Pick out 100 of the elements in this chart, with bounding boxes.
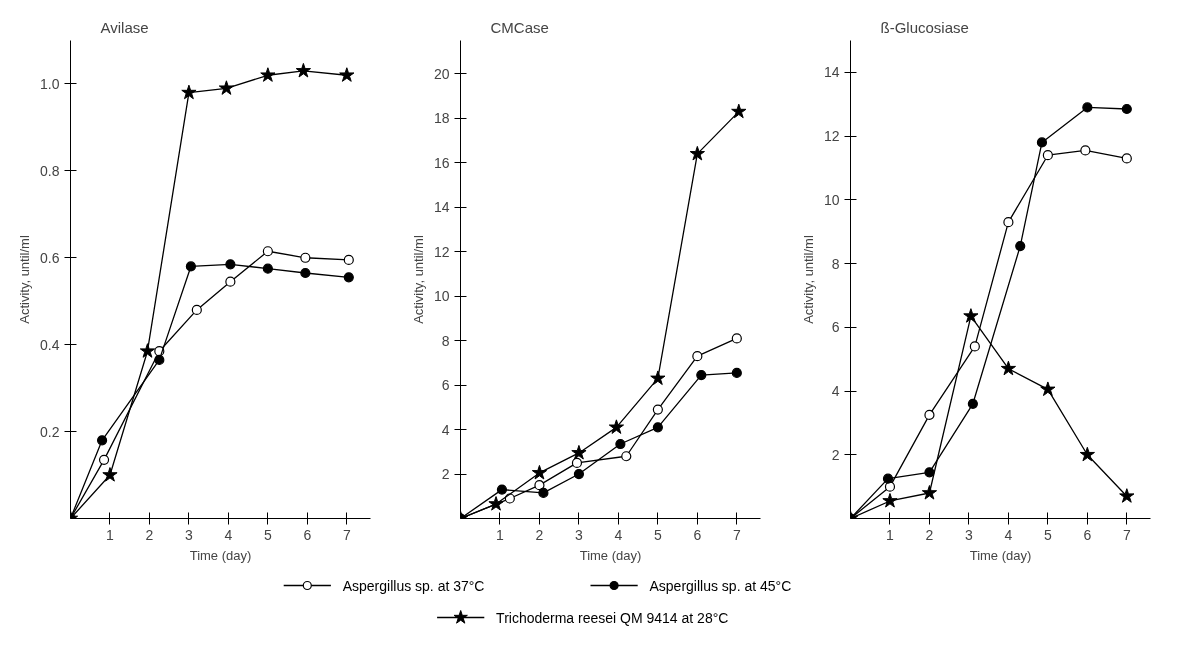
y-tick-label: 2 xyxy=(831,446,840,463)
x-tick-label: 7 xyxy=(1122,526,1131,543)
x-tick-label: 7 xyxy=(342,526,351,543)
point xyxy=(1082,102,1093,113)
point xyxy=(621,451,632,462)
point xyxy=(225,276,236,287)
point xyxy=(496,484,508,495)
y-tick-label: 0.4 xyxy=(40,336,60,353)
point xyxy=(1080,145,1091,156)
y-tick-label: 12 xyxy=(433,243,450,260)
y-tick-label: 4 xyxy=(831,383,840,400)
y-tick-label: 14 xyxy=(433,199,450,216)
x-tick-label: 3 xyxy=(575,526,584,543)
point xyxy=(191,304,202,316)
point xyxy=(339,67,355,82)
point xyxy=(969,341,980,352)
legend-label: Trichoderma reesei QM 9414 at 28°C xyxy=(496,609,729,626)
x-tick-label: 3 xyxy=(965,526,974,543)
point xyxy=(139,343,156,358)
point xyxy=(731,333,742,344)
point xyxy=(571,444,587,460)
x-tick-label: 5 xyxy=(263,526,272,543)
y-tick-label: 2 xyxy=(441,466,450,483)
y-tick-label: 8 xyxy=(441,332,450,349)
point xyxy=(531,464,548,480)
point xyxy=(608,419,625,434)
y-tick-label: 6 xyxy=(441,377,450,394)
y-tick-label: 20 xyxy=(433,65,450,82)
point xyxy=(1000,360,1017,376)
x-tick-label: 6 xyxy=(303,526,312,543)
x-tick-label: 5 xyxy=(1043,526,1052,543)
legend-label: Aspergillus sp. at 45°C xyxy=(649,577,792,594)
point xyxy=(260,67,276,82)
point xyxy=(924,409,935,421)
point xyxy=(615,438,626,450)
point xyxy=(1121,103,1132,115)
x-tick-label: 6 xyxy=(693,526,702,543)
y-axis-title: Activity, until/ml xyxy=(800,235,816,324)
point xyxy=(218,80,235,95)
x-tick-label: 3 xyxy=(185,526,194,543)
point xyxy=(689,145,705,161)
chart-title: Avilase xyxy=(100,18,149,36)
point xyxy=(573,468,585,480)
x-tick-label: 2 xyxy=(925,526,934,543)
point xyxy=(1119,488,1135,503)
point xyxy=(963,308,979,323)
point xyxy=(96,435,108,446)
x-tick-label: 4 xyxy=(614,526,623,543)
y-tick-label: 8 xyxy=(831,255,840,272)
x-tick-label: 4 xyxy=(1004,526,1013,543)
point xyxy=(295,62,312,78)
point xyxy=(343,254,354,266)
point xyxy=(225,259,236,270)
point xyxy=(262,263,273,274)
point xyxy=(262,246,273,257)
point xyxy=(882,492,898,508)
x-tick-label: 1 xyxy=(886,526,895,543)
chart-title: CMCase xyxy=(490,18,549,36)
x-tick-label: 2 xyxy=(145,526,154,543)
point xyxy=(731,103,747,119)
point xyxy=(652,404,663,415)
point xyxy=(696,370,707,381)
x-tick-label: 5 xyxy=(653,526,662,543)
point xyxy=(185,261,196,272)
x-tick-label: 2 xyxy=(535,526,544,543)
y-tick-label: 10 xyxy=(433,288,450,305)
point xyxy=(1015,240,1026,252)
point xyxy=(924,467,935,478)
x-tick-label: 1 xyxy=(106,526,115,543)
point xyxy=(692,351,703,362)
point xyxy=(571,457,583,469)
y-tick-label: 0.6 xyxy=(40,249,60,266)
x-tick-label: 1 xyxy=(496,526,505,543)
point xyxy=(967,398,978,409)
y-tick-label: 1.0 xyxy=(40,75,60,92)
y-axis-title: Activity, until/ml xyxy=(410,235,426,324)
y-tick-label: 0.8 xyxy=(40,162,60,179)
point xyxy=(102,467,118,482)
y-tick-label: 4 xyxy=(441,421,450,438)
point xyxy=(1042,150,1053,161)
point xyxy=(534,480,545,491)
point xyxy=(921,485,938,500)
y-tick-label: 6 xyxy=(831,319,840,336)
point xyxy=(652,422,663,433)
point xyxy=(181,84,197,100)
point xyxy=(1079,446,1095,462)
x-tick-label: 4 xyxy=(224,526,233,543)
point xyxy=(488,496,504,511)
x-tick-label: 6 xyxy=(1083,526,1092,543)
point xyxy=(650,370,666,385)
point xyxy=(538,487,549,499)
point xyxy=(154,354,165,365)
y-tick-label: 18 xyxy=(433,110,450,127)
point xyxy=(1121,153,1132,164)
x-axis-title: Time (day) xyxy=(969,547,1032,563)
point xyxy=(1036,137,1048,148)
x-tick-label: 7 xyxy=(732,526,741,543)
y-tick-label: 0.2 xyxy=(40,423,60,440)
x-axis-title: Time (day) xyxy=(189,547,252,563)
point xyxy=(731,367,742,378)
